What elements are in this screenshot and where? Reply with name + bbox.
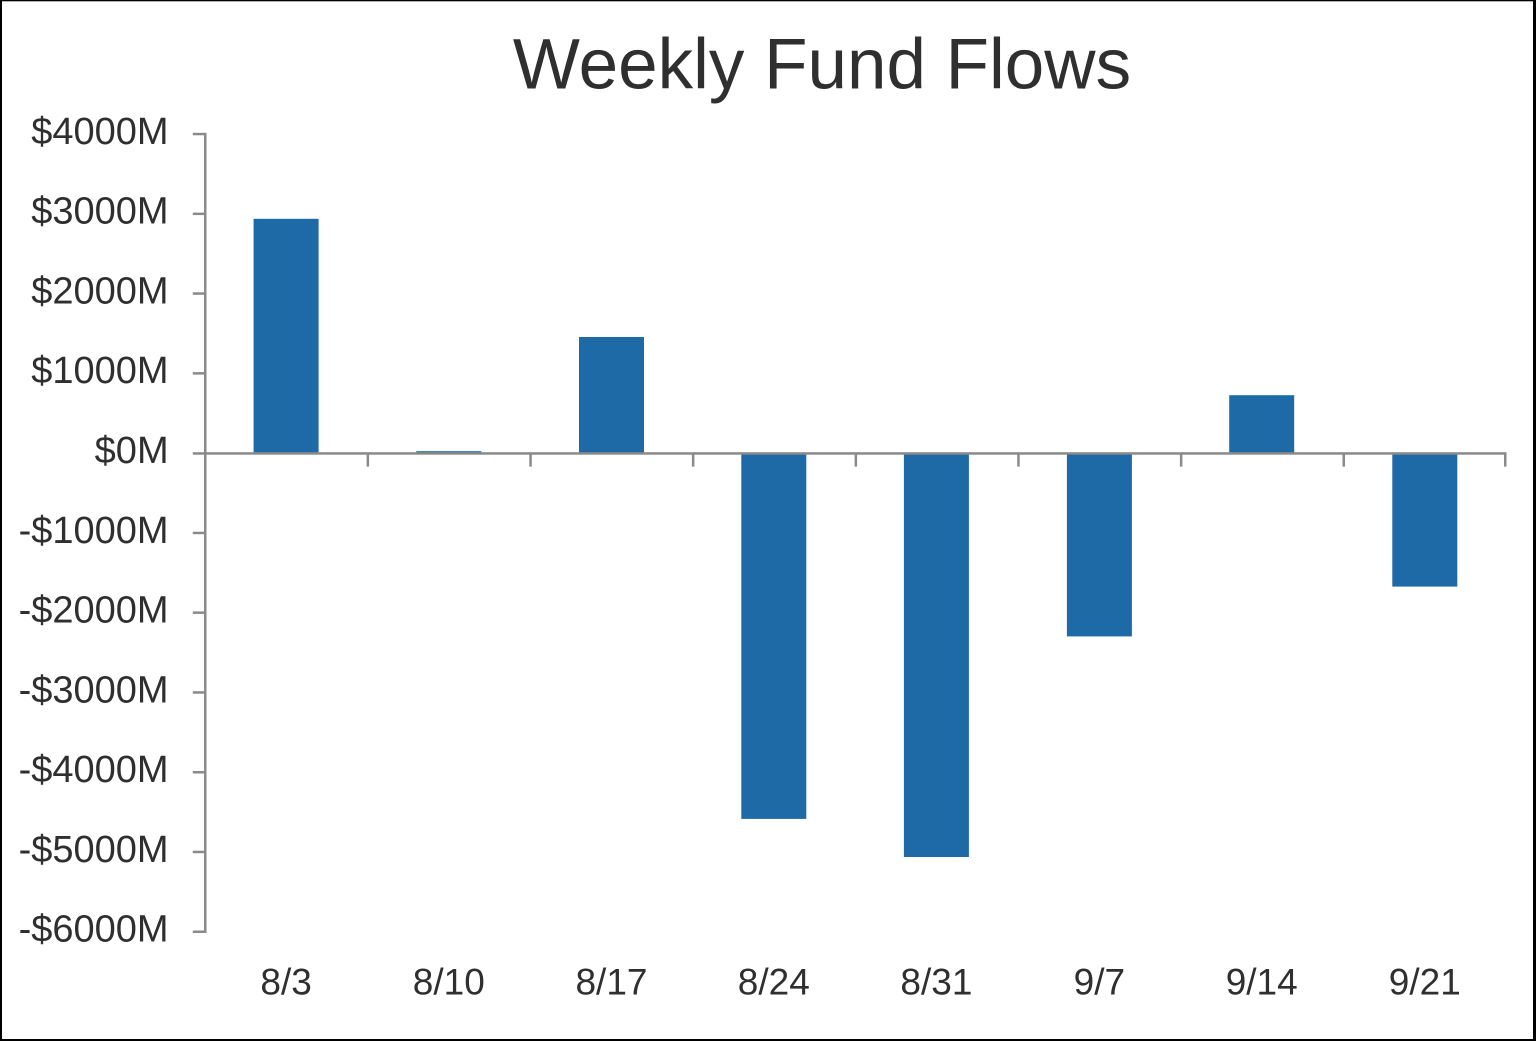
svg-text:8/24: 8/24 [738, 962, 810, 1003]
svg-text:8/31: 8/31 [900, 962, 972, 1003]
svg-text:-$3000M: -$3000M [19, 669, 169, 711]
svg-text:8/17: 8/17 [575, 962, 647, 1003]
svg-text:-$1000M: -$1000M [19, 510, 169, 552]
svg-text:$1000M: $1000M [31, 350, 168, 392]
svg-text:-$5000M: -$5000M [19, 829, 169, 871]
svg-text:9/7: 9/7 [1074, 962, 1125, 1003]
svg-text:$4000M: $4000M [31, 111, 168, 153]
svg-text:$0M: $0M [95, 430, 169, 472]
svg-text:-$4000M: -$4000M [19, 749, 169, 791]
svg-text:-$6000M: -$6000M [19, 909, 169, 951]
svg-text:-$2000M: -$2000M [19, 590, 169, 632]
svg-text:$3000M: $3000M [31, 191, 168, 233]
svg-text:9/21: 9/21 [1389, 962, 1461, 1003]
svg-text:8/10: 8/10 [413, 962, 485, 1003]
svg-text:$2000M: $2000M [31, 271, 168, 313]
svg-text:Weekly Fund Flows: Weekly Fund Flows [513, 26, 1131, 105]
svg-text:9/14: 9/14 [1226, 962, 1298, 1003]
svg-text:8/3: 8/3 [260, 962, 311, 1003]
